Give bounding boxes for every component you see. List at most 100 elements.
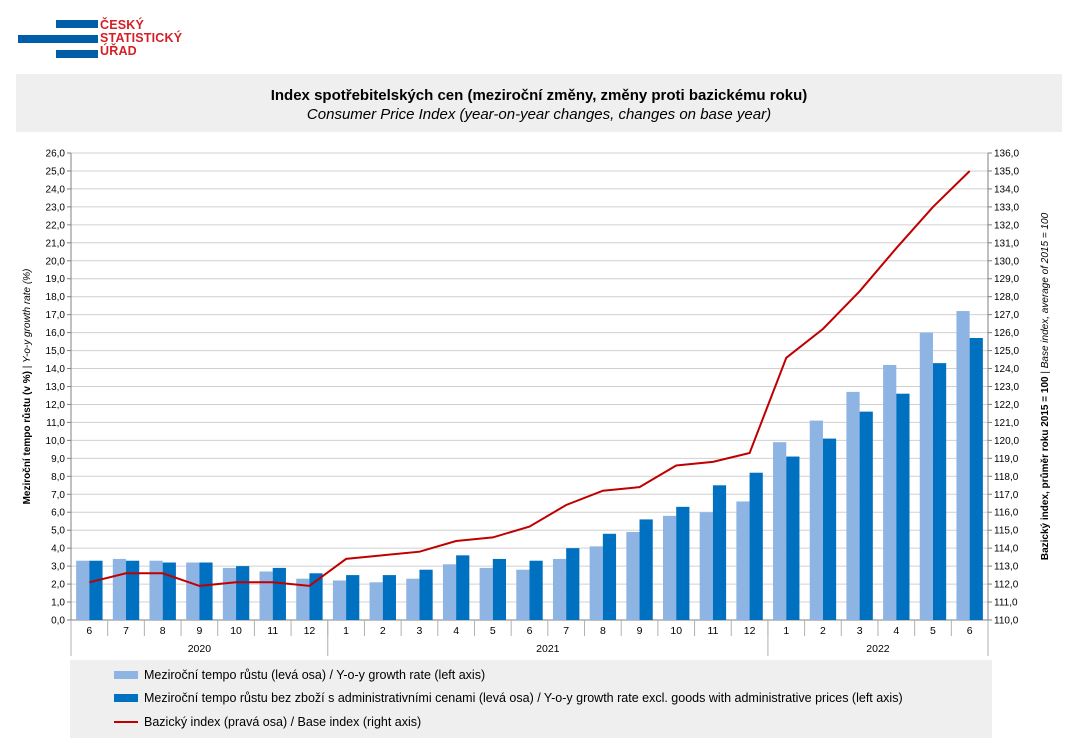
legend-swatch-dark bbox=[114, 694, 138, 702]
left-tick-label: 23,0 bbox=[46, 202, 66, 213]
logo-line-1: ČESKÝ bbox=[100, 18, 145, 32]
bar-growth-rate bbox=[76, 560, 90, 620]
bar-growth-rate bbox=[919, 332, 933, 620]
bar-growth-rate-excl bbox=[272, 567, 286, 620]
category-label: 1 bbox=[783, 625, 789, 637]
left-tick-label: 11,0 bbox=[46, 418, 65, 429]
bar-growth-rate bbox=[222, 567, 237, 620]
category-label: 6 bbox=[86, 625, 92, 637]
csu-logo: ČESKÝ STATISTICKÝ ÚŘAD bbox=[18, 18, 198, 60]
left-tick-label: 10,0 bbox=[46, 436, 66, 447]
left-tick-label: 6,0 bbox=[51, 508, 65, 519]
line-base-index bbox=[89, 170, 971, 587]
right-axis-title-bold: Bazický index, průměr roku 2015 = 100 bbox=[1039, 376, 1051, 560]
left-tick-label: 21,0 bbox=[46, 238, 66, 249]
left-tick-label: 22,0 bbox=[46, 220, 66, 231]
right-tick-label: 118,0 bbox=[994, 472, 1019, 483]
bar-growth-rate-excl bbox=[676, 506, 690, 620]
bar-growth-rate bbox=[883, 364, 897, 620]
left-tick-label: 0,0 bbox=[51, 616, 65, 627]
chart-header: Index spotřebitelských cen (meziroční zm… bbox=[16, 74, 1062, 132]
legend-swatch-line bbox=[114, 721, 138, 723]
bar-growth-rate bbox=[809, 420, 823, 620]
left-tick-label: 3,0 bbox=[51, 562, 65, 573]
bar-growth-rate-excl bbox=[382, 575, 396, 620]
bar-growth-rate-excl bbox=[456, 555, 470, 620]
logo-text: ČESKÝ STATISTICKÝ ÚŘAD bbox=[100, 19, 182, 58]
bar-growth-rate bbox=[442, 564, 457, 620]
category-label: 3 bbox=[417, 625, 423, 637]
left-tick-label: 9,0 bbox=[51, 454, 65, 465]
year-label: 2020 bbox=[188, 643, 212, 655]
chart-title: Index spotřebitelských cen (meziroční zm… bbox=[270, 87, 808, 104]
left-tick-label: 8,0 bbox=[51, 472, 65, 483]
right-tick-label: 114,0 bbox=[994, 544, 1019, 555]
left-tick-label: 2,0 bbox=[51, 580, 65, 591]
bar-growth-rate-excl bbox=[529, 560, 543, 620]
category-label: 10 bbox=[670, 625, 682, 637]
category-label: 5 bbox=[930, 625, 936, 637]
right-tick-label: 125,0 bbox=[994, 346, 1019, 357]
category-label: 6 bbox=[967, 625, 973, 637]
left-axis-title-italic: Y-o-y growth rate (%) bbox=[22, 269, 33, 363]
bar-growth-rate-excl bbox=[162, 562, 176, 620]
bar-growth-rate-excl bbox=[822, 438, 837, 620]
legend-label: Meziroční tempo růstu bez zboží s admini… bbox=[144, 691, 903, 705]
bar-growth-rate bbox=[663, 515, 677, 620]
right-tick-label: 131,0 bbox=[994, 238, 1019, 249]
bar-growth-rate bbox=[149, 560, 163, 620]
bar-growth-rate-excl bbox=[639, 519, 653, 620]
right-tick-label: 130,0 bbox=[994, 256, 1019, 267]
bar-growth-rate-excl bbox=[236, 566, 250, 620]
year-label: 2022 bbox=[866, 643, 890, 655]
bar-growth-rate-excl bbox=[309, 573, 323, 620]
left-axis-title: Meziroční tempo růstu (v %) | Y-o-y grow… bbox=[21, 269, 33, 505]
category-label: 3 bbox=[857, 625, 863, 637]
chart-subtitle: Consumer Price Index (year-on-year chang… bbox=[306, 106, 772, 123]
bar-growth-rate-excl bbox=[896, 393, 910, 620]
bar-growth-rate-excl bbox=[749, 472, 763, 620]
right-tick-label: 132,0 bbox=[994, 220, 1019, 231]
left-tick-label: 24,0 bbox=[46, 184, 66, 195]
cpi-chart: 0,0 110,01,0 111,02,0 112,03,0 113,04,0 114,0… bbox=[21, 149, 1051, 656]
bar-growth-rate-excl bbox=[932, 363, 947, 620]
category-label: 8 bbox=[160, 625, 166, 637]
bar-growth-rate bbox=[112, 558, 127, 620]
left-tick-label: 14,0 bbox=[46, 364, 66, 375]
right-tick-label: 123,0 bbox=[994, 382, 1019, 393]
left-tick-label: 12,0 bbox=[46, 400, 66, 411]
bar-growth-rate bbox=[259, 571, 273, 620]
right-axis-title-sep: | bbox=[1040, 368, 1051, 376]
right-tick-label: 120,0 bbox=[994, 436, 1019, 447]
logo-line-2: STATISTICKÝ bbox=[100, 31, 183, 45]
bar-growth-rate-excl bbox=[346, 575, 360, 620]
right-tick-label: 121,0 bbox=[994, 418, 1019, 429]
right-tick-label: 117,0 bbox=[994, 490, 1019, 501]
bar-growth-rate-excl bbox=[492, 558, 507, 620]
category-label: 8 bbox=[600, 625, 606, 637]
left-tick-label: 26,0 bbox=[46, 149, 66, 160]
bar-growth-rate bbox=[736, 501, 750, 620]
bar-growth-rate bbox=[296, 578, 310, 620]
right-tick-label: 133,0 bbox=[994, 202, 1019, 213]
category-label: 7 bbox=[123, 625, 129, 637]
category-label: 10 bbox=[230, 625, 242, 637]
left-tick-label: 1,0 bbox=[51, 598, 65, 609]
bar-growth-rate-excl bbox=[602, 533, 617, 620]
category-label: 9 bbox=[637, 625, 643, 637]
right-tick-label: 111,0 bbox=[994, 598, 1018, 609]
bar-growth-rate bbox=[626, 531, 640, 620]
bar-growth-rate bbox=[552, 558, 567, 620]
left-tick-label: 25,0 bbox=[46, 166, 66, 177]
left-tick-label: 7,0 bbox=[51, 490, 65, 501]
right-tick-label: 112,0 bbox=[994, 580, 1019, 591]
left-tick-label: 13,0 bbox=[46, 382, 66, 393]
legend-label: Bazický index (pravá osa) / Base index (… bbox=[144, 715, 422, 729]
left-tick-label: 5,0 bbox=[51, 526, 65, 537]
bar-growth-rate bbox=[699, 512, 713, 620]
left-tick-label: 19,0 bbox=[46, 274, 66, 285]
left-tick-label: 20,0 bbox=[46, 256, 66, 267]
bar-growth-rate bbox=[186, 562, 200, 620]
bar-growth-rate bbox=[956, 311, 970, 620]
category-label: 6 bbox=[527, 625, 533, 637]
